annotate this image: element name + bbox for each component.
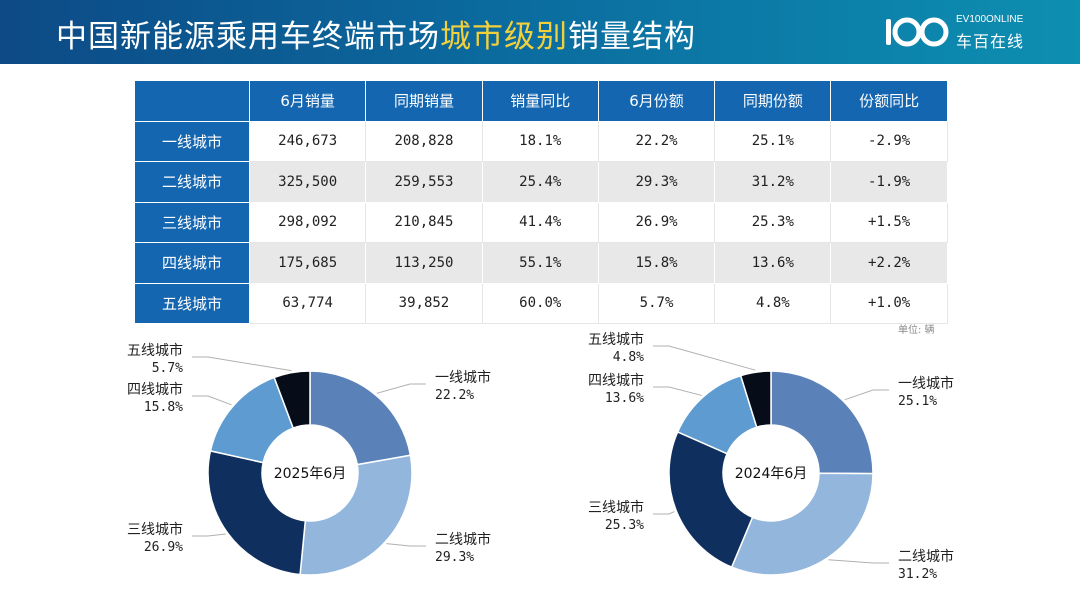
slice-value-label: 4.8% — [613, 350, 644, 365]
table-header-cell: 6月份额 — [597, 80, 716, 122]
title-part-2: 销量结构 — [568, 19, 696, 55]
slice-value-label: 22.2% — [435, 388, 474, 403]
ev100-logo-mark-icon — [886, 17, 949, 47]
table-cell: -1.9% — [830, 161, 948, 203]
unit-note: 单位: 辆 — [898, 325, 935, 336]
slice-value-label: 31.2% — [898, 567, 937, 582]
table-cell: 13.6% — [714, 242, 832, 284]
table-row: 二线城市 325,500 259,553 25.4% 29.3% 31.2% -1.9% — [134, 161, 948, 203]
table-row: 五线城市 63,774 39,852 60.0% 5.7% 4.8% +1.0% — [134, 282, 948, 324]
table-cell: 25.3% — [714, 201, 832, 243]
slice-name-label: 一线城市 — [898, 375, 954, 392]
table-cell: 41.4% — [481, 201, 599, 243]
table-cell: 246,673 — [248, 120, 367, 162]
table-row: 三线城市 298,092 210,845 41.4% 26.9% 25.3% +1.5% — [134, 201, 948, 243]
table-cell: 175,685 — [248, 242, 367, 284]
table-header-cell: 同期份额 — [714, 80, 832, 122]
table-cell: 39,852 — [365, 282, 483, 324]
donut-slice — [309, 370, 412, 466]
title-highlight: 城市级别 — [440, 19, 568, 55]
donut-slice — [273, 370, 311, 430]
table-cell: 5.7% — [597, 282, 716, 324]
leader-line — [653, 511, 675, 515]
donut-slice — [668, 430, 754, 569]
row-label: 二线城市 — [134, 161, 250, 203]
table-cell: +1.5% — [830, 201, 948, 243]
table-cell: 63,774 — [248, 282, 367, 324]
leader-line — [192, 395, 232, 406]
row-label: 三线城市 — [134, 201, 250, 243]
donut-center-label: 2025年6月 — [274, 466, 347, 482]
donut-center-label: 2024年6月 — [735, 466, 808, 482]
table-cell: 31.2% — [714, 161, 832, 203]
slice-name-label: 三线城市 — [127, 521, 183, 538]
logo-text-cn: 车百在线 — [956, 32, 1025, 51]
leader-line — [192, 356, 292, 372]
donut-slice — [730, 472, 874, 576]
slice-value-label: 15.8% — [144, 400, 183, 415]
table-header-cell: 销量同比 — [481, 80, 599, 122]
table-row: 四线城市 175,685 113,250 55.1% 15.8% 13.6% +2.2% — [134, 242, 948, 284]
slice-value-label: 13.6% — [605, 391, 644, 406]
leader-line — [192, 533, 226, 537]
slice-value-label: 26.9% — [144, 540, 183, 555]
header-bar: 中国新能源乘用车终端市场城市级别销量结构 EV100ONLINE 车百在线 — [0, 0, 1080, 64]
slice-name-label: 五线城市 — [127, 342, 183, 359]
table-cell: 259,553 — [365, 161, 483, 203]
slice-value-label: 25.1% — [898, 394, 937, 409]
table-cell: 60.0% — [481, 282, 599, 324]
table-cell: 25.1% — [714, 120, 832, 162]
table-cell: 113,250 — [365, 242, 483, 284]
slice-name-label: 三线城市 — [588, 499, 644, 516]
donut-slice — [770, 370, 874, 475]
leader-line — [376, 383, 426, 394]
table-header-cell: 同期销量 — [365, 80, 483, 122]
donut-slice — [207, 449, 307, 576]
title-part-1: 中国新能源乘用车终端市场 — [56, 19, 440, 55]
row-label: 五线城市 — [134, 282, 250, 324]
slice-name-label: 二线城市 — [898, 548, 954, 565]
table-cell: +2.2% — [830, 242, 948, 284]
table-cell: 29.3% — [597, 161, 716, 203]
slice-name-label: 一线城市 — [435, 369, 491, 386]
donut-slice — [739, 370, 772, 429]
table-cell: 325,500 — [248, 161, 367, 203]
row-label: 四线城市 — [134, 242, 250, 284]
slice-name-label: 五线城市 — [588, 331, 644, 348]
slice-value-label: 5.7% — [152, 361, 183, 376]
table-cell: 25.4% — [481, 161, 599, 203]
table-cell: -2.9% — [830, 120, 948, 162]
table-cell: 15.8% — [597, 242, 716, 284]
slice-value-label: 29.3% — [435, 550, 474, 565]
table-cell: +1.0% — [830, 282, 948, 324]
ev100-logo: EV100ONLINE 车百在线 — [886, 12, 1036, 52]
slice-name-label: 四线城市 — [588, 372, 644, 389]
table-cell: 210,845 — [365, 201, 483, 243]
table-cell: 18.1% — [481, 120, 599, 162]
table-header-corner — [134, 80, 250, 122]
page-title: 中国新能源乘用车终端市场城市级别销量结构 — [56, 11, 696, 56]
table-cell: 26.9% — [597, 201, 716, 243]
table-cell: 298,092 — [248, 201, 367, 243]
sales-table: 6月销量 同期销量 销量同比 6月份额 同期份额 份额同比 一线城市 246,673 208,… — [134, 80, 948, 324]
leader-line — [386, 543, 426, 547]
table-cell: 208,828 — [365, 120, 483, 162]
leader-line — [653, 386, 702, 396]
donut-slice — [299, 454, 413, 576]
slice-name-label: 二线城市 — [435, 531, 491, 548]
slice-name-label: 四线城市 — [127, 381, 183, 398]
table-cell: 4.8% — [714, 282, 832, 324]
slice-value-label: 25.3% — [605, 518, 644, 533]
leader-line — [844, 389, 889, 401]
logo-text-en: EV100ONLINE — [956, 14, 1024, 25]
leader-line — [828, 559, 889, 564]
leader-line — [653, 345, 756, 371]
table-header-cell: 6月销量 — [248, 80, 367, 122]
